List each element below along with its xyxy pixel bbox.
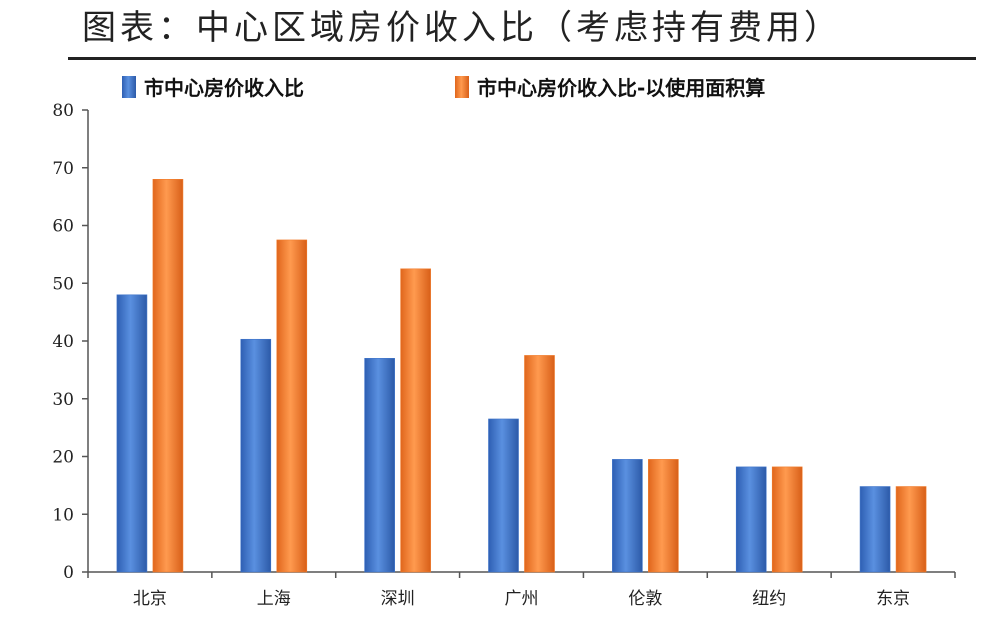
- legend-label-2: 市中心房价收入比-以使用面积算: [477, 76, 765, 100]
- bar-series1-3: [488, 418, 519, 573]
- x-tick-label: 深圳: [381, 589, 415, 609]
- bar-series2-5: [771, 466, 803, 573]
- legend-swatch-2: [455, 76, 469, 98]
- y-tick-label: 30: [52, 390, 74, 410]
- y-tick-label: 10: [52, 505, 74, 525]
- bar-series1-1: [240, 338, 272, 573]
- bar-series2-2: [400, 268, 431, 573]
- bar-series1-2: [364, 358, 395, 573]
- y-tick-label: 60: [52, 217, 74, 237]
- bar-series1-0: [116, 294, 148, 573]
- y-tick-label: 40: [52, 332, 74, 352]
- axes: [82, 109, 956, 578]
- x-tick-label: 伦敦: [628, 589, 662, 609]
- legend: 市中心房价收入比 市中心房价收入比-以使用面积算: [122, 76, 765, 100]
- x-tick-label: 上海: [257, 589, 291, 609]
- tick-labels: 0 10 20 30 40 50 60 70 80 北京 上海 深圳 广州 伦敦 纽约 东京: [52, 101, 910, 609]
- y-tick-label: 0: [63, 563, 74, 583]
- bar-series2-0: [152, 179, 184, 573]
- y-tick-label: 80: [52, 101, 74, 121]
- bar-series2-6: [895, 486, 927, 573]
- y-tick-label: 20: [52, 448, 74, 468]
- x-tick-label: 广州: [505, 589, 539, 609]
- legend-swatch-1: [122, 76, 136, 98]
- chart-title: 图表：中心区域房价收入比（考虑持有费用）: [82, 8, 842, 48]
- y-tick-label: 50: [52, 274, 74, 294]
- title-underline: [68, 57, 976, 60]
- bar-series2-1: [276, 239, 308, 573]
- legend-label-1: 市中心房价收入比: [144, 76, 304, 100]
- bar-series2-3: [524, 355, 555, 573]
- bar-series2-4: [648, 459, 679, 573]
- x-tick-label: 东京: [876, 589, 910, 609]
- bar-series1-4: [612, 459, 643, 573]
- x-tick-label: 纽约: [752, 589, 786, 609]
- x-tick-label: 北京: [133, 589, 167, 609]
- bar-series1-6: [859, 486, 891, 573]
- bar-series1-5: [735, 466, 767, 573]
- y-tick-label: 70: [52, 159, 74, 179]
- bars: [116, 179, 927, 573]
